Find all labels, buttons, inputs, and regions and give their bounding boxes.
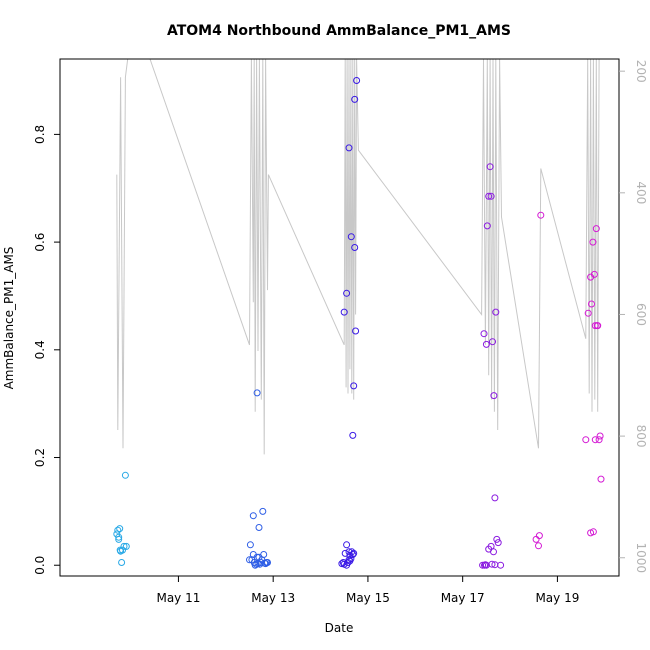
data-point-4-13	[595, 436, 603, 444]
data-point-3-7	[489, 338, 496, 346]
y-tick-label-4: 0.8	[33, 125, 47, 144]
x-tick-label-4: May 19	[535, 591, 579, 605]
data-point-2-22	[343, 541, 351, 549]
x-tick-label-3: May 17	[441, 591, 485, 605]
data-point-4-15	[597, 475, 605, 483]
data-point-3-13	[497, 561, 505, 569]
data-point-1-19	[255, 524, 263, 531]
altitude-line	[116, 58, 600, 455]
data-point-4-17	[589, 528, 597, 536]
data-point-3-19	[481, 561, 489, 569]
data-point-4-19	[593, 322, 601, 330]
y-tick-label-1: 0.2	[33, 448, 47, 467]
data-point-3-0	[479, 561, 487, 569]
data-point-2-20	[351, 95, 359, 103]
y-tick-label-3: 0.6	[33, 233, 47, 252]
x-axis-label: Date	[325, 621, 354, 635]
data-point-0-7	[120, 542, 128, 550]
data-point-4-4	[582, 436, 590, 444]
data-point-1-18	[249, 512, 257, 520]
data-point-4-7	[588, 300, 595, 308]
data-point-1-12	[259, 507, 267, 515]
data-point-1-0	[246, 541, 254, 549]
data-point-2-23	[345, 548, 353, 556]
x-tick-label-2: May 15	[346, 591, 390, 605]
data-point-3-5	[486, 163, 494, 171]
y2-tick-label-0: 200	[634, 60, 648, 83]
y2-tick-label-3: 800	[634, 425, 648, 448]
data-point-0-11	[116, 546, 124, 554]
data-point-0-8	[121, 471, 129, 479]
y-axis: 0.0 0.2 0.4 0.6 0.8	[33, 125, 60, 575]
data-point-4-14	[596, 432, 604, 440]
data-point-2-16	[343, 289, 351, 297]
data-point-4-2	[535, 532, 543, 540]
data-point-1-17	[264, 559, 271, 566]
data-point-0-5	[118, 559, 126, 566]
data-point-2-11	[350, 549, 358, 557]
y-axis-label: AmmBalance_PM1_AMS	[2, 247, 16, 390]
data-point-0-1	[114, 526, 122, 534]
x-tick-label-1: May 13	[251, 591, 295, 605]
y-tick-label-2: 0.4	[33, 340, 47, 359]
data-point-2-15	[340, 308, 348, 316]
chart-title: ATOM4 Northbound AmmBalance_PM1_AMS	[167, 23, 511, 39]
y2-tick-label-4: 1000	[634, 542, 648, 573]
data-point-3-6	[487, 192, 495, 200]
data-point-2-14	[353, 77, 361, 84]
data-point-0-10	[115, 533, 123, 541]
data-point-0-2	[115, 535, 123, 543]
data-point-3-8	[490, 392, 498, 400]
data-point-2-17	[345, 144, 353, 152]
data-point-4-0	[532, 535, 540, 543]
data-point-2-13	[352, 327, 360, 335]
data-point-3-4	[485, 192, 493, 200]
y-tick-label-0: 0.0	[33, 556, 47, 575]
data-point-3-15	[482, 340, 490, 348]
data-point-4-18	[591, 436, 599, 444]
y2-axis: 200 400 600 800 1000	[619, 60, 648, 573]
data-point-3-14	[480, 330, 488, 338]
data-point-3-3	[483, 222, 491, 230]
altitude-line-layer	[116, 58, 600, 455]
data-point-3-20	[488, 560, 496, 568]
data-point-0-3	[116, 525, 124, 533]
data-point-3-10	[492, 308, 500, 316]
data-point-2-21	[349, 431, 357, 439]
data-point-4-8	[589, 238, 597, 246]
data-point-4-3	[537, 211, 545, 219]
data-point-4-1	[535, 542, 542, 550]
data-point-2-12	[351, 244, 359, 251]
data-point-4-11	[592, 225, 600, 233]
data-point-1-13	[260, 551, 268, 558]
data-point-3-11	[493, 535, 501, 543]
data-point-3-9	[491, 494, 499, 502]
data-point-3-12	[494, 539, 502, 547]
data-point-2-8	[347, 555, 355, 563]
plot-frame	[59, 58, 620, 577]
data-point-4-5	[584, 309, 592, 317]
y2-tick-label-2: 600	[634, 303, 648, 326]
x-axis: May 11 May 13 May 15 May 17 May 19	[156, 576, 579, 605]
data-point-1-20	[253, 389, 261, 397]
data-point-0-9	[122, 542, 130, 550]
data-point-1-21	[246, 556, 253, 564]
data-point-3-18	[490, 548, 497, 556]
scatter-points-layer	[113, 77, 605, 569]
x-tick-label-0: May 11	[156, 591, 200, 605]
data-point-0-6	[119, 546, 126, 554]
data-point-2-24	[346, 552, 354, 559]
data-point-2-19	[350, 382, 358, 390]
data-point-3-21	[491, 561, 499, 569]
y2-tick-label-1: 400	[634, 181, 648, 204]
data-point-4-9	[590, 270, 598, 278]
data-point-2-18	[347, 233, 355, 241]
data-point-4-10	[591, 322, 599, 330]
